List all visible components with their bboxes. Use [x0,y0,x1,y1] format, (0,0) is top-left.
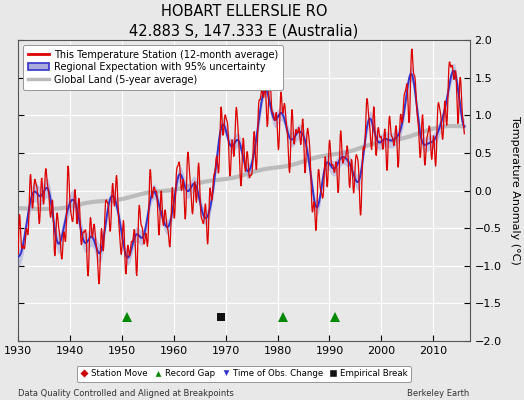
Legend: This Temperature Station (12-month average), Regional Expectation with 95% uncer: This Temperature Station (12-month avera… [23,45,283,90]
Text: Berkeley Earth: Berkeley Earth [407,389,470,398]
Text: Data Quality Controlled and Aligned at Breakpoints: Data Quality Controlled and Aligned at B… [18,389,234,398]
Legend: Station Move, Record Gap, Time of Obs. Change, Empirical Break: Station Move, Record Gap, Time of Obs. C… [77,366,411,382]
Y-axis label: Temperature Anomaly (°C): Temperature Anomaly (°C) [510,116,520,265]
Title: HOBART ELLERSLIE RO
42.883 S, 147.333 E (Australia): HOBART ELLERSLIE RO 42.883 S, 147.333 E … [129,4,358,39]
